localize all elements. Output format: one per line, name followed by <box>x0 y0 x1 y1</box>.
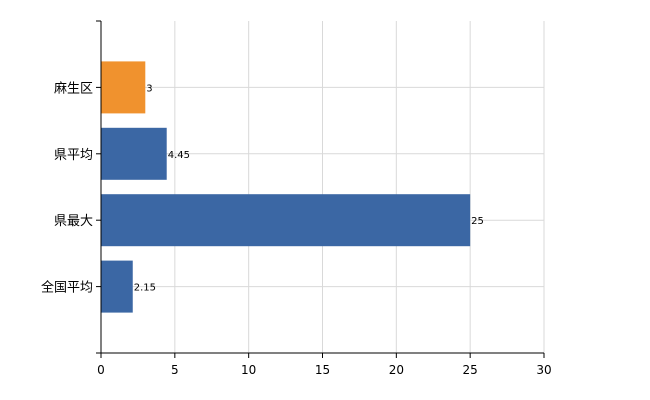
x-tick-label-5: 5 <box>171 363 179 377</box>
x-tick-label-20: 20 <box>389 363 404 377</box>
bar-2 <box>101 194 471 247</box>
y-tick-label-3: 全国平均 <box>41 280 93 296</box>
bar-3 <box>101 260 133 313</box>
bar-1 <box>101 127 167 180</box>
y-tick-label-0: 麻生区 <box>54 81 93 96</box>
bars <box>101 61 471 313</box>
x-tick-label-10: 10 <box>241 363 256 377</box>
y-tick-label-2: 県最大 <box>54 214 93 229</box>
x-tick-label-25: 25 <box>463 363 478 377</box>
x-tick-label-0: 0 <box>97 363 105 377</box>
data-label-2: 25 <box>471 216 484 227</box>
data-label-3: 2.15 <box>134 283 156 294</box>
data-label-1: 4.45 <box>168 150 190 161</box>
gridlines <box>101 21 545 353</box>
axes <box>96 20 545 358</box>
data-label-0: 3 <box>146 83 152 94</box>
bar-0 <box>101 61 146 114</box>
x-tick-label-30: 30 <box>536 363 551 377</box>
x-tick-label-15: 15 <box>315 363 330 377</box>
y-tick-label-1: 県平均 <box>54 148 93 163</box>
